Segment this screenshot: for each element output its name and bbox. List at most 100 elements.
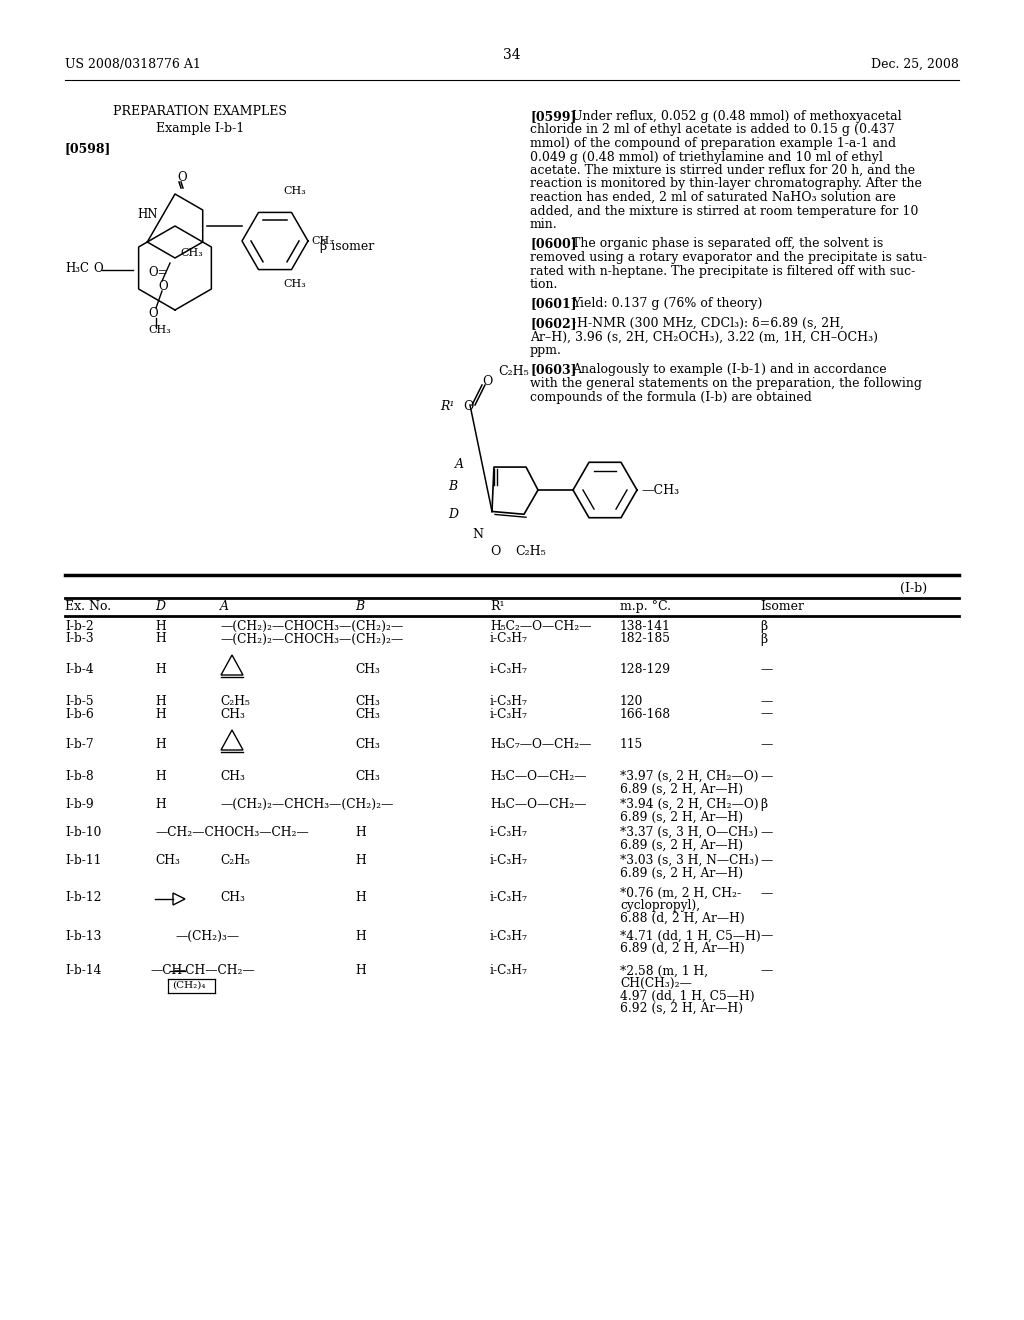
Text: i-C₃H₇: i-C₃H₇ [490, 891, 528, 904]
Text: —: — [760, 887, 772, 900]
Text: with the general statements on the preparation, the following: with the general statements on the prepa… [530, 378, 922, 389]
Text: H: H [155, 770, 166, 783]
Text: O: O [177, 172, 186, 183]
Text: C₂H₅: C₂H₅ [515, 545, 546, 558]
Text: I-b-14: I-b-14 [65, 965, 101, 978]
Text: I-b-9: I-b-9 [65, 799, 94, 810]
Text: Dec. 25, 2008: Dec. 25, 2008 [871, 58, 959, 71]
Text: —: — [760, 929, 772, 942]
Text: CH₃: CH₃ [355, 708, 380, 721]
Text: 0.049 g (0.48 mmol) of triethylamine and 10 ml of ethyl: 0.049 g (0.48 mmol) of triethylamine and… [530, 150, 883, 164]
Text: H₃C—O—CH₂—: H₃C—O—CH₂— [490, 770, 587, 783]
Text: CH(CH₃)₂—: CH(CH₃)₂— [620, 977, 692, 990]
Text: O: O [482, 375, 493, 388]
Text: —: — [760, 965, 772, 978]
Text: D: D [449, 508, 458, 521]
Text: i-C₃H₇: i-C₃H₇ [490, 929, 528, 942]
Text: —: — [760, 854, 772, 867]
Text: added, and the mixture is stirred at room temperature for 10: added, and the mixture is stirred at roo… [530, 205, 919, 218]
Text: —: — [760, 738, 772, 751]
Text: H: H [155, 799, 166, 810]
Text: Ex. No.: Ex. No. [65, 601, 112, 612]
Text: —: — [760, 770, 772, 783]
Text: i-C₃H₇: i-C₃H₇ [490, 708, 528, 721]
Text: CH₃: CH₃ [355, 738, 380, 751]
Text: β isomer: β isomer [319, 240, 374, 253]
Text: H: H [155, 696, 166, 708]
Text: I-b-12: I-b-12 [65, 891, 101, 904]
Text: —: — [760, 826, 772, 840]
Text: —(CH₂)₂—CHOCH₃—(CH₂)₂—: —(CH₂)₂—CHOCH₃—(CH₂)₂— [220, 632, 403, 645]
Text: H: H [155, 620, 166, 634]
Text: B: B [355, 601, 365, 612]
Text: 6.88 (d, 2 H, Ar—H): 6.88 (d, 2 H, Ar—H) [620, 912, 744, 925]
Text: —(CH₂)₂—CHOCH₃—(CH₂)₂—: —(CH₂)₂—CHOCH₃—(CH₂)₂— [220, 620, 403, 634]
Text: [0600]: [0600] [530, 238, 577, 251]
Text: R¹: R¹ [440, 400, 455, 413]
Text: acetate. The mixture is stirred under reflux for 20 h, and the: acetate. The mixture is stirred under re… [530, 164, 915, 177]
Text: C₂H₅: C₂H₅ [220, 696, 250, 708]
Text: PREPARATION EXAMPLES: PREPARATION EXAMPLES [113, 106, 287, 117]
Text: CH₃: CH₃ [355, 696, 380, 708]
Text: ppm.: ppm. [530, 345, 562, 356]
Text: A: A [220, 601, 229, 612]
Text: compounds of the formula (I-b) are obtained: compounds of the formula (I-b) are obtai… [530, 391, 812, 404]
Text: I-b-13: I-b-13 [65, 929, 101, 942]
Text: *0.76 (m, 2 H, CH₂-: *0.76 (m, 2 H, CH₂- [620, 887, 741, 900]
Text: (CH₂)₄: (CH₂)₄ [172, 981, 206, 990]
Text: O: O [148, 308, 158, 319]
Text: C₂H₅: C₂H₅ [498, 366, 528, 378]
Text: 6.89 (s, 2 H, Ar—H): 6.89 (s, 2 H, Ar—H) [620, 783, 743, 796]
Text: *3.03 (s, 3 H, N—CH₃): *3.03 (s, 3 H, N—CH₃) [620, 854, 759, 867]
Text: H: H [155, 738, 166, 751]
Text: US 2008/0318776 A1: US 2008/0318776 A1 [65, 58, 201, 71]
Text: CH₃: CH₃ [148, 325, 171, 335]
Text: I-b-8: I-b-8 [65, 770, 94, 783]
Text: i-C₃H₇: i-C₃H₇ [490, 632, 528, 645]
Text: β: β [760, 799, 767, 810]
Text: O: O [463, 400, 473, 413]
Text: reaction is monitored by thin-layer chromatography. After the: reaction is monitored by thin-layer chro… [530, 177, 922, 190]
Text: *3.94 (s, 2 H, CH₂—O): *3.94 (s, 2 H, CH₂—O) [620, 799, 759, 810]
Text: —: — [760, 708, 772, 721]
Text: A: A [455, 458, 464, 471]
Text: ¹H-NMR (300 MHz, CDCl₃): δ=6.89 (s, 2H,: ¹H-NMR (300 MHz, CDCl₃): δ=6.89 (s, 2H, [572, 317, 844, 330]
Text: [0601]: [0601] [530, 297, 577, 310]
Text: i-C₃H₇: i-C₃H₇ [490, 696, 528, 708]
Text: I-b-4: I-b-4 [65, 663, 94, 676]
Text: H₃C: H₃C [65, 261, 89, 275]
Text: C₂H₅: C₂H₅ [220, 854, 250, 867]
Text: i-C₃H₇: i-C₃H₇ [490, 965, 528, 978]
Text: I-b-7: I-b-7 [65, 738, 93, 751]
Text: The organic phase is separated off, the solvent is: The organic phase is separated off, the … [572, 238, 884, 251]
Text: Yield: 0.137 g (76% of theory): Yield: 0.137 g (76% of theory) [572, 297, 763, 310]
Text: D: D [155, 601, 165, 612]
Text: 120: 120 [620, 696, 643, 708]
Text: O: O [93, 261, 102, 275]
Text: 166-168: 166-168 [620, 708, 671, 721]
Text: —: — [760, 696, 772, 708]
Text: rated with n-heptane. The precipitate is filtered off with suc-: rated with n-heptane. The precipitate is… [530, 264, 915, 277]
Text: H: H [155, 663, 166, 676]
Text: β: β [760, 620, 767, 634]
Text: 115: 115 [620, 738, 643, 751]
Text: I-b-6: I-b-6 [65, 708, 94, 721]
Text: 4.97 (dd, 1 H, C5—H): 4.97 (dd, 1 H, C5—H) [620, 990, 755, 1002]
Text: 128-129: 128-129 [620, 663, 671, 676]
Text: Analogously to example (I-b-1) and in accordance: Analogously to example (I-b-1) and in ac… [572, 363, 887, 376]
Text: —CH₃: —CH₃ [641, 484, 679, 498]
Text: reaction has ended, 2 ml of saturated NaHO₃ solution are: reaction has ended, 2 ml of saturated Na… [530, 191, 896, 205]
Text: m.p. °C.: m.p. °C. [620, 601, 671, 612]
Text: mmol) of the compound of preparation example 1-a-1 and: mmol) of the compound of preparation exa… [530, 137, 896, 150]
Text: Ar–H), 3.96 (s, 2H, CH₂OCH₃), 3.22 (m, 1H, CH–OCH₃): Ar–H), 3.96 (s, 2H, CH₂OCH₃), 3.22 (m, 1… [530, 330, 878, 343]
Text: —CH—CH₂—: —CH—CH₂— [173, 965, 255, 978]
Text: O=: O= [148, 267, 168, 279]
Text: min.: min. [530, 218, 558, 231]
Text: H: H [355, 965, 366, 978]
Text: HN: HN [137, 209, 158, 220]
Text: I-b-11: I-b-11 [65, 854, 101, 867]
Text: 34: 34 [503, 48, 521, 62]
Text: *4.71 (dd, 1 H, C5—H): *4.71 (dd, 1 H, C5—H) [620, 929, 761, 942]
Text: H: H [355, 826, 366, 840]
Text: —CH: —CH [150, 965, 182, 978]
